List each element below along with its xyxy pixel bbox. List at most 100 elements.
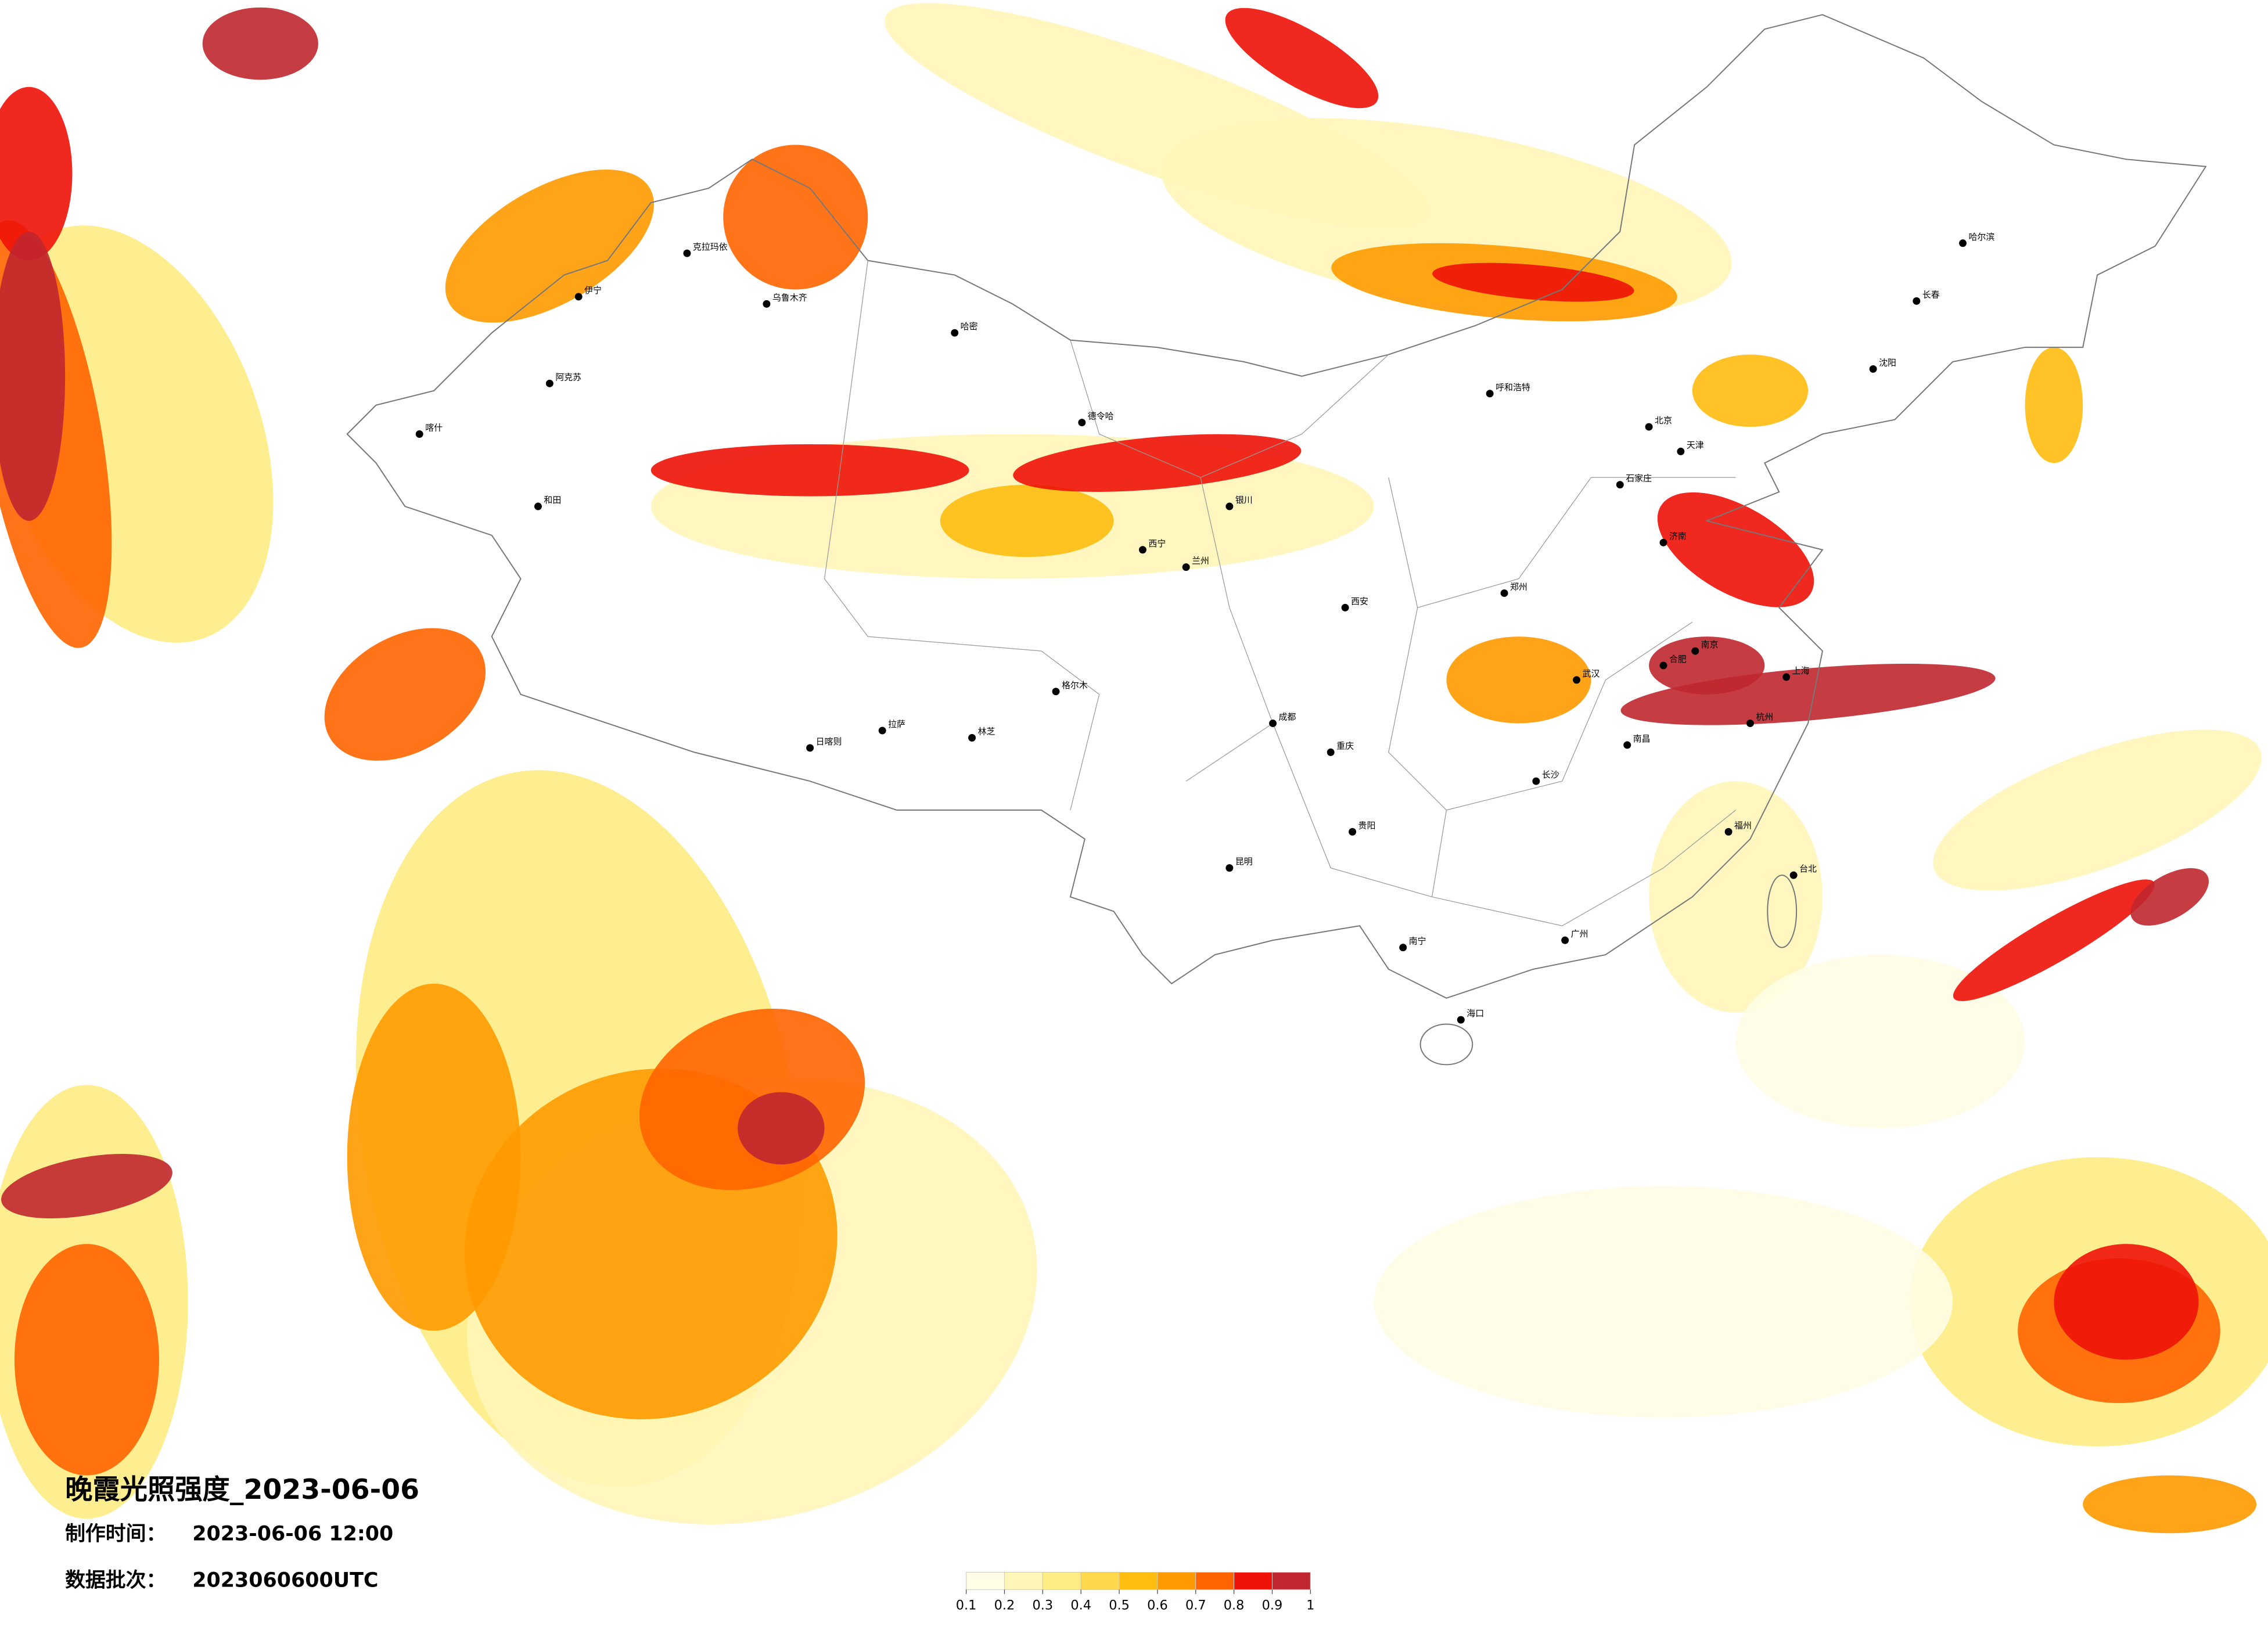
colorbar-bin <box>1004 1571 1043 1590</box>
province-borders <box>824 260 1736 926</box>
heat-blob <box>650 444 969 497</box>
city-dot <box>1659 661 1667 670</box>
title: 晚霞光照强度_2023-06-06 <box>65 1474 419 1506</box>
heat-blob <box>2054 1244 2199 1360</box>
city-dot <box>1789 871 1798 879</box>
city-dot <box>763 300 771 308</box>
city-dot <box>1138 546 1146 554</box>
production-time-label: 制作时间： <box>65 1523 166 1546</box>
data-batch: 2023060600UTC <box>192 1569 378 1592</box>
colorbar-tick-label: 1 <box>1306 1598 1314 1613</box>
city-label: 台北 <box>1799 864 1817 874</box>
city-label: 成都 <box>1279 712 1296 722</box>
colorbar-bin <box>966 1571 1005 1590</box>
city-label: 和田 <box>544 495 561 505</box>
city-label: 拉萨 <box>888 719 905 729</box>
city-label: 西宁 <box>1148 538 1166 549</box>
city-label: 银川 <box>1235 495 1253 505</box>
heat-blob <box>1649 636 1765 695</box>
city-dot <box>683 249 691 257</box>
city-label: 哈尔滨 <box>1968 232 1994 242</box>
colorbar-bin <box>1042 1571 1081 1590</box>
city-label: 伊宁 <box>584 285 602 296</box>
city-dot <box>1457 1016 1465 1024</box>
heat-blob <box>1933 729 2262 891</box>
heat-blob <box>445 169 654 323</box>
city-label: 乌鲁木齐 <box>772 292 807 303</box>
heat-blob <box>1953 879 2155 1001</box>
heat-blob <box>1735 955 2025 1128</box>
city-dot <box>1691 647 1699 655</box>
city-dot <box>1677 447 1685 455</box>
city-label: 重庆 <box>1336 740 1354 751</box>
city-dot <box>1341 603 1349 611</box>
city-dot <box>1052 688 1060 696</box>
data-batch-label: 数据批次： <box>65 1569 166 1592</box>
city-label: 呼和浩特 <box>1496 382 1530 393</box>
city-dot <box>1500 589 1508 597</box>
city-label: 天津 <box>1687 440 1704 450</box>
taiwan-outline <box>1767 875 1798 948</box>
colorbar-tick-label: 0.6 <box>1147 1598 1168 1613</box>
city-dot <box>1349 828 1357 836</box>
heat-blob <box>1657 492 1814 607</box>
city-dot <box>1225 864 1234 872</box>
city-label: 喀什 <box>425 423 443 433</box>
colorbar-tick-label: 0.4 <box>1070 1598 1091 1613</box>
city-dot <box>1399 944 1407 952</box>
city-dot <box>1782 673 1791 681</box>
city-label: 杭州 <box>1756 712 1773 722</box>
city-label: 南昌 <box>1633 733 1651 744</box>
heat-blob <box>1446 636 1591 724</box>
city-dot <box>1959 239 1967 247</box>
city-dot <box>1869 365 1877 373</box>
colorbar-bin <box>1234 1571 1273 1590</box>
colorbar-bin <box>1157 1571 1196 1590</box>
city-dot <box>1573 676 1581 684</box>
china-outline <box>346 14 2207 999</box>
city-dot <box>1645 423 1653 431</box>
city-label: 长春 <box>1922 289 1940 300</box>
colorbar: 0.1 0.2 0.3 0.4 0.5 0.6 0.7 0.8 0.9 1 <box>956 1571 1314 1613</box>
colorbar-bin <box>1271 1571 1311 1590</box>
city-label: 石家庄 <box>1626 473 1652 484</box>
city-label: 长沙 <box>1542 769 1559 780</box>
city-label: 日喀则 <box>816 736 842 747</box>
city-label: 合肥 <box>1669 654 1687 664</box>
heat-layer <box>0 3 2268 1534</box>
city-dot <box>1913 297 1921 305</box>
colorbar-tick-label: 0.3 <box>1033 1598 1054 1613</box>
city-dot <box>1623 741 1631 749</box>
city-dot <box>415 430 423 438</box>
hainan-outline <box>1419 1023 1473 1066</box>
city-label: 广州 <box>1571 929 1588 939</box>
city-label: 南京 <box>1701 639 1719 650</box>
heat-blob <box>1649 781 1823 1013</box>
city-label: 德令哈 <box>1088 411 1114 422</box>
heat-blob <box>1432 262 1634 302</box>
heat-blob <box>347 983 521 1331</box>
city-dot <box>1616 481 1624 489</box>
city-dot <box>1269 720 1277 728</box>
city-label: 格尔木 <box>1062 680 1088 690</box>
colorbar-tick-label: 0.5 <box>1109 1598 1130 1613</box>
city-label: 阿克苏 <box>555 372 581 382</box>
city-label: 贵阳 <box>1358 820 1376 830</box>
city-dot <box>1561 936 1569 944</box>
city-dot <box>1225 502 1234 510</box>
colorbar-tick-label: 0.7 <box>1185 1598 1206 1613</box>
colorbar-bin <box>1195 1571 1235 1590</box>
heat-blob <box>940 484 1114 557</box>
heat-blob <box>2083 1475 2257 1534</box>
city-label: 北京 <box>1655 415 1672 426</box>
city-label: 武汉 <box>1583 668 1600 679</box>
colorbar-tick-label: 0.9 <box>1262 1598 1283 1613</box>
city-label: 林芝 <box>978 726 995 737</box>
heat-blob <box>1620 663 1996 725</box>
colorbar-tick-label: 0.2 <box>994 1598 1015 1613</box>
colorbar-tick-label: 0.1 <box>956 1598 977 1613</box>
heat-blob <box>1374 1186 1953 1418</box>
colorbar-tick-label: 0.8 <box>1224 1598 1245 1613</box>
